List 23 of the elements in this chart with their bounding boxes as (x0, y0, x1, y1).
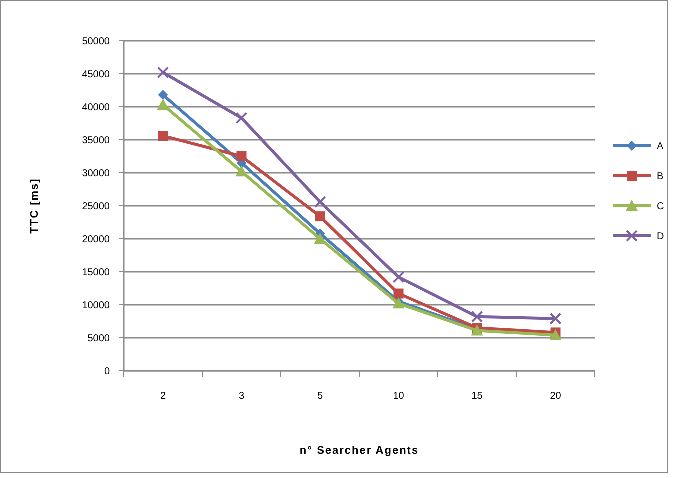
x-tick-label: 10 (393, 391, 405, 402)
y-tick-label: 50000 (82, 36, 110, 48)
x-axis-title: n° Searcher Agents (300, 445, 420, 457)
y-tick-label: 40000 (82, 102, 110, 114)
y-tick-label: 45000 (82, 70, 110, 80)
x-tick-label: 3 (238, 391, 245, 402)
legend-label: B (657, 172, 664, 182)
y-tick-label: 30000 (82, 168, 110, 180)
y-tick-label: 0 (104, 366, 110, 378)
x-tick-label: 15 (472, 391, 484, 402)
x-tick-label: 20 (550, 391, 562, 402)
legend-label: C (657, 202, 664, 212)
y-axis-title: TTC [ms] (29, 178, 41, 234)
x-tick-label: 2 (160, 391, 166, 402)
y-tick-label: 25000 (82, 202, 110, 212)
y-tick-label: 10000 (82, 300, 110, 312)
legend-label: A (657, 142, 664, 152)
y-tick-label: 5000 (88, 334, 110, 344)
legend-label: D (657, 232, 664, 242)
y-tick-label: 20000 (82, 234, 110, 246)
x-tick-label: 5 (317, 391, 324, 402)
y-tick-label: 15000 (82, 268, 110, 278)
y-tick-label: 35000 (82, 136, 110, 146)
